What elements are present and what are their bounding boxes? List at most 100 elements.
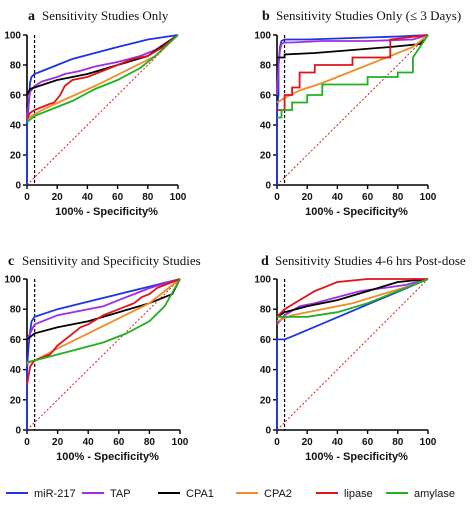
y-tick-label: 40 (260, 365, 272, 376)
panel-title: Sensitivity Studies Only (≤ 3 Days) (276, 8, 461, 23)
y-tick-label: 100 (254, 275, 271, 286)
x-tick-label: 20 (302, 192, 314, 203)
legend-item-tap: TAP (82, 488, 131, 500)
y-tick-label: 20 (10, 151, 22, 162)
y-tick-label: 80 (260, 305, 272, 316)
y-tick-label: 60 (10, 91, 22, 102)
y-tick-label: 100 (4, 275, 21, 286)
roc-curve-amylase (26, 278, 181, 363)
panel-letter: c (8, 254, 14, 269)
legend-label: lipase (344, 488, 373, 500)
roc-curve-amylase (277, 278, 429, 318)
x-tick-label: 40 (332, 192, 344, 203)
x-tick-label: 80 (144, 437, 156, 448)
y-tick-label: 80 (10, 61, 22, 72)
panel-title: Sensitivity and Specificity Studies (22, 253, 201, 268)
x-tick-label: 40 (82, 192, 94, 203)
x-tick-label: 80 (392, 437, 404, 448)
legend-label: CPA2 (264, 488, 292, 500)
panel-c: c Sensitivity and Specificity Studies 0 20 4… (4, 253, 200, 463)
roc-curve-mir-217 (276, 34, 429, 185)
panel-letter: d (261, 254, 269, 269)
x-tick-label: 40 (332, 437, 344, 448)
roc-curve-tap (26, 34, 179, 118)
roc-curve-lipase (276, 278, 428, 318)
roc-curve-tap (26, 278, 181, 340)
legend-item-cpa2: CPA2 (236, 488, 292, 500)
y-tick-label: 0 (15, 181, 21, 192)
roc-curve-cpa1 (276, 278, 429, 318)
y-tick-label: 100 (254, 31, 271, 42)
reference-diagonal (276, 34, 429, 186)
y-tick-label: 0 (265, 426, 271, 437)
roc-curve-lipase (26, 278, 181, 385)
roc-curve-lipase (26, 34, 179, 120)
y-tick-label: 100 (4, 31, 21, 42)
legend-item-cpa1: CPA1 (158, 488, 214, 500)
figure-legend: miR-217 TAP CPA1 CPA2 lipase amylase (6, 488, 455, 500)
roc-curve-lipase (277, 34, 429, 111)
x-axis-label: 100% - Specificity% (305, 451, 408, 463)
panel-letter: a (28, 9, 35, 24)
x-axis-label: 100% - Specificity% (56, 451, 159, 463)
roc-curve-mir-217 (276, 278, 429, 430)
x-tick-label: 20 (302, 437, 314, 448)
y-tick-label: 80 (10, 305, 22, 316)
roc-curve-amylase (26, 34, 179, 123)
y-tick-label: 60 (10, 335, 22, 346)
panel-letter: b (262, 9, 270, 24)
y-tick-label: 40 (10, 365, 22, 376)
panel-d: d Sensitivity Studies 4-6 hrs Post-dose 0 2… (254, 253, 466, 463)
x-tick-label: 20 (52, 192, 64, 203)
y-tick-label: 0 (15, 426, 21, 437)
legend-label: TAP (110, 488, 131, 500)
reference-diagonal (276, 278, 429, 431)
x-tick-label: 0 (24, 192, 30, 203)
legend-label: CPA1 (186, 488, 214, 500)
x-tick-label: 100 (172, 437, 189, 448)
x-axis-label: 100% - Specificity% (55, 206, 158, 218)
reference-diagonal (26, 34, 179, 186)
roc-curve-mir-217 (26, 278, 181, 430)
legend-label: amylase (414, 488, 455, 500)
panel-b: b Sensitivity Studies Only (≤ 3 Days) 0 20 4… (254, 8, 461, 218)
y-tick-label: 60 (260, 335, 272, 346)
x-tick-label: 80 (142, 192, 154, 203)
x-tick-label: 60 (113, 437, 125, 448)
y-tick-label: 40 (10, 121, 22, 132)
x-tick-label: 60 (362, 192, 374, 203)
y-tick-label: 20 (10, 395, 22, 406)
y-tick-label: 0 (265, 181, 271, 192)
x-tick-label: 0 (274, 437, 280, 448)
roc-curve-tap (276, 278, 429, 325)
y-tick-label: 20 (260, 395, 272, 406)
y-tick-label: 80 (260, 61, 272, 72)
legend-item-mir-217: miR-217 (6, 488, 76, 500)
panel-title: Sensitivity Studies Only (42, 8, 169, 23)
roc-curve-amylase (277, 34, 429, 119)
roc-curve-cpa1 (26, 278, 181, 341)
x-tick-label: 100 (420, 437, 437, 448)
legend-label: miR-217 (34, 488, 76, 500)
panel-title: Sensitivity Studies 4-6 hrs Post-dose (275, 253, 466, 268)
x-tick-label: 40 (83, 437, 95, 448)
y-tick-label: 20 (260, 151, 272, 162)
x-tick-label: 60 (112, 192, 124, 203)
x-tick-label: 80 (392, 192, 404, 203)
y-tick-label: 40 (260, 121, 272, 132)
x-tick-label: 0 (274, 192, 280, 203)
x-axis-label: 100% - Specificity% (305, 206, 408, 218)
panels-group: a Sensitivity Studies Only 0 20 40 60 80 100 0 20… (4, 8, 466, 463)
legend-item-amylase: amylase (386, 488, 455, 500)
y-tick-label: 60 (260, 91, 272, 102)
legend-item-lipase: lipase (316, 488, 373, 500)
roc-curve-cpa2 (26, 34, 179, 120)
roc-curve-cpa2 (26, 278, 181, 365)
panel-a: a Sensitivity Studies Only 0 20 40 60 80 100 0 20… (4, 8, 186, 218)
x-tick-label: 100 (170, 192, 187, 203)
x-tick-label: 0 (24, 437, 30, 448)
x-tick-label: 60 (362, 437, 374, 448)
x-tick-label: 20 (52, 437, 64, 448)
x-tick-label: 100 (420, 192, 437, 203)
